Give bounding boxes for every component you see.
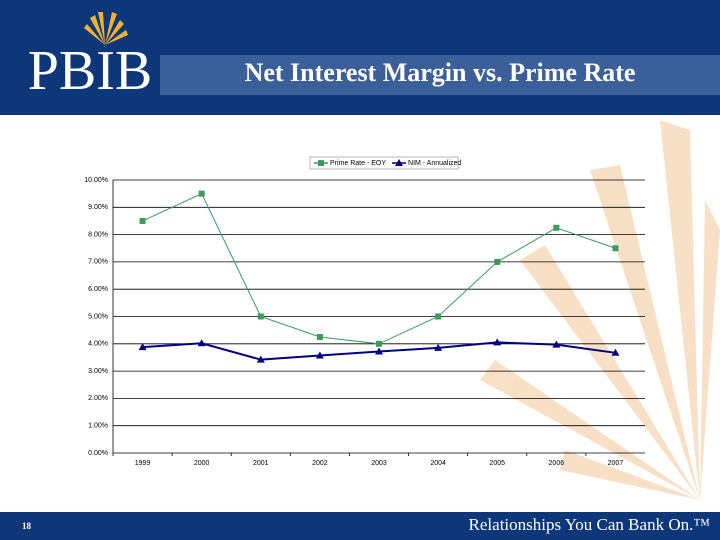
data-point	[375, 347, 383, 355]
data-point	[376, 340, 382, 347]
y-tick-label: 8.00%	[88, 231, 108, 238]
logo-sun	[84, 12, 128, 45]
y-tick-label: 4.00%	[88, 341, 108, 348]
chart: 0.00% 1.00% 2.00% 3.00% 4.00% 5.00% 6.00% 7.00%…	[84, 156, 645, 467]
data-point	[553, 224, 560, 231]
x-tick-label: 2006	[549, 460, 565, 467]
title-strip	[160, 55, 720, 95]
chart-title: Net Interest Margin vs. Prime Rate	[245, 58, 636, 87]
data-point	[198, 190, 205, 197]
data-point	[434, 343, 443, 351]
y-tick-label: 9.00%	[88, 204, 108, 211]
data-point	[612, 245, 619, 252]
footer	[0, 512, 720, 540]
legend-marker	[395, 159, 404, 166]
data-point	[138, 343, 147, 351]
x-tick-label: 2003	[371, 460, 387, 467]
data-point	[493, 338, 502, 346]
legend: Prime Rate - EOY NIM - Annualized	[309, 156, 461, 170]
tagline: Relationships You Can Bank On.™	[469, 515, 710, 534]
data-point	[256, 355, 265, 363]
data-point	[316, 333, 323, 340]
data-point	[197, 339, 206, 347]
x-tick-label: 2002	[312, 460, 328, 467]
data-point	[139, 217, 146, 224]
x-tick-label: 2005	[489, 460, 505, 467]
x-tick-label: 2001	[253, 460, 269, 467]
y-tick-label: 10.00%	[84, 177, 108, 184]
x-tick-label: 2000	[194, 460, 210, 467]
y-tick-label: 6.00%	[88, 286, 108, 293]
y-tick-label: 7.00%	[88, 259, 108, 266]
y-tick-label: 3.00%	[88, 368, 108, 375]
legend-box	[309, 156, 459, 170]
data-point	[315, 351, 324, 359]
data-point	[257, 313, 264, 320]
x-tick-label: 2004	[430, 460, 446, 467]
data-point	[494, 258, 501, 265]
y-tick-label: 5.00%	[88, 313, 108, 320]
logo: PBIB	[28, 40, 153, 102]
data-point	[552, 340, 561, 348]
x-tick-label: 1999	[135, 460, 151, 467]
y-tick-label: 0.00%	[88, 450, 108, 457]
y-tick-label: 2.00%	[88, 395, 108, 402]
x-tick-label: 2007	[608, 460, 624, 467]
legend-label: NIM - Annualized	[408, 160, 461, 167]
data-point	[611, 348, 620, 356]
legend-label: Prime Rate - EOY	[330, 160, 386, 167]
page-number: 18	[22, 521, 32, 531]
legend-marker	[318, 160, 324, 166]
y-tick-label: 1.00%	[88, 423, 108, 430]
data-point	[435, 313, 442, 320]
